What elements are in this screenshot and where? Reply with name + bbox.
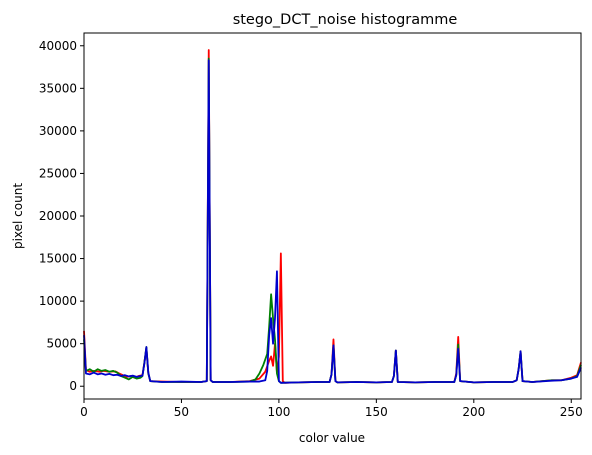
y-axis-ticks: 0 5000 10000 15000 20000 25000 30000 35000 40000 (39, 39, 84, 393)
y-axis-label: pixel count (11, 183, 25, 249)
x-axis-ticks: 0 50 100 150 200 250 (80, 399, 583, 419)
y-tick-label: 15000 (39, 252, 77, 266)
series-layer (83, 49, 582, 384)
y-tick-label: 30000 (39, 124, 77, 138)
y-tick-label: 35000 (39, 81, 77, 95)
x-tick-label: 50 (174, 405, 189, 419)
x-tick-label: 150 (365, 405, 388, 419)
chart-title: stego_DCT_noise histogramme (233, 12, 458, 28)
x-tick-label: 100 (267, 405, 290, 419)
y-tick-label: 5000 (46, 337, 77, 351)
series-line-0 (83, 49, 582, 384)
series-line-1 (83, 57, 582, 384)
y-tick-label: 40000 (39, 39, 77, 53)
y-tick-label: 10000 (39, 294, 77, 308)
series-line-2 (83, 59, 582, 384)
y-tick-label: 25000 (39, 166, 77, 180)
x-tick-label: 250 (560, 405, 583, 419)
y-tick-label: 0 (69, 379, 77, 393)
x-axis-label: color value (299, 431, 365, 445)
x-tick-label: 0 (80, 405, 88, 419)
x-tick-label: 200 (462, 405, 485, 419)
y-tick-label: 20000 (39, 209, 77, 223)
